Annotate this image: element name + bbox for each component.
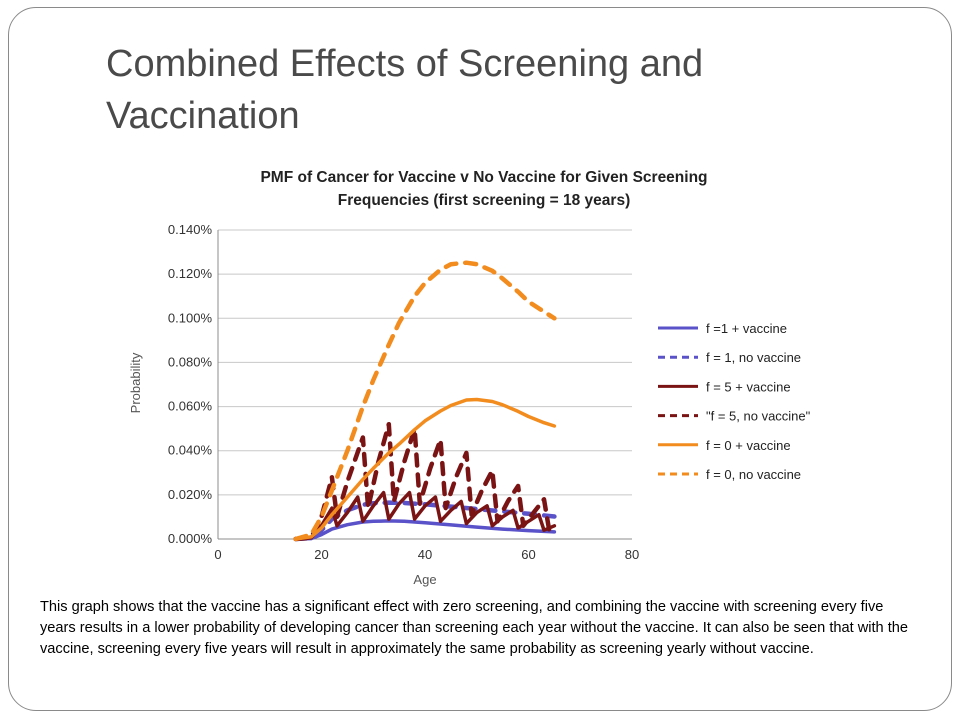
legend-label-3: "f = 5, no vaccine" bbox=[706, 409, 811, 424]
series-line-1 bbox=[293, 500, 557, 542]
series-line-5 bbox=[293, 260, 557, 542]
gridlines bbox=[218, 229, 632, 496]
x-tick-label-1: 20 bbox=[314, 547, 328, 562]
chart-caption: This graph shows that the vaccine has a … bbox=[40, 599, 909, 657]
chart: PMF of Cancer for Vaccine v No Vaccine f… bbox=[128, 169, 811, 587]
series-line-3 bbox=[293, 421, 557, 542]
slide-title: Combined Effects of Screening and Vaccin… bbox=[106, 43, 704, 137]
chart-title-line-1: PMF of Cancer for Vaccine v No Vaccine f… bbox=[260, 169, 707, 186]
y-tick-labels: 0.000% 0.020% 0.040% 0.060% 0.080% 0.100% 0.12… bbox=[168, 222, 213, 546]
series-line-2 bbox=[293, 490, 557, 541]
series-line-0 bbox=[293, 519, 557, 541]
y-tick-label-5: 0.100% bbox=[168, 310, 213, 325]
x-tick-label-3: 60 bbox=[521, 547, 535, 562]
legend-label-4: f = 0 + vaccine bbox=[706, 438, 791, 453]
y-tick-label-3: 0.060% bbox=[168, 399, 213, 414]
y-tick-label-7: 0.140% bbox=[168, 222, 213, 237]
x-tick-labels: 0 20 40 60 80 bbox=[214, 547, 639, 562]
x-axis-label: Age bbox=[413, 572, 436, 587]
x-tick-label-0: 0 bbox=[214, 547, 221, 562]
y-tick-label-1: 0.020% bbox=[168, 487, 213, 502]
chart-title: PMF of Cancer for Vaccine v No Vaccine f… bbox=[260, 169, 707, 209]
y-axis-label: Probability bbox=[128, 352, 143, 413]
chart-title-line-2: Frequencies (first screening = 18 years) bbox=[338, 192, 630, 209]
legend-label-0: f =1 + vaccine bbox=[706, 321, 787, 336]
x-tick-label-4: 80 bbox=[625, 547, 639, 562]
legend-label-2: f = 5 + vaccine bbox=[706, 379, 791, 394]
series-lines bbox=[293, 260, 557, 542]
series-line-4 bbox=[293, 397, 557, 541]
y-tick-label-0: 0.000% bbox=[168, 531, 213, 546]
slide-frame bbox=[8, 7, 952, 711]
x-tick-label-2: 40 bbox=[418, 547, 432, 562]
legend-label-5: f = 0, no vaccine bbox=[706, 467, 801, 482]
legend: f =1 + vaccine f = 1, no vaccine f = 5 + v… bbox=[658, 321, 811, 482]
y-tick-label-6: 0.120% bbox=[168, 266, 213, 281]
y-tick-label-4: 0.080% bbox=[168, 354, 213, 369]
y-tick-label-2: 0.040% bbox=[168, 443, 213, 458]
legend-label-1: f = 1, no vaccine bbox=[706, 350, 801, 365]
